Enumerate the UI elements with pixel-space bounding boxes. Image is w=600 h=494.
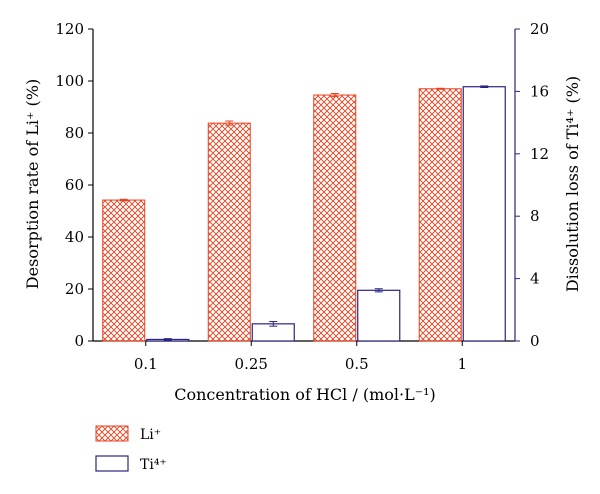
legend-label-ti: Ti⁴⁺ [140, 457, 167, 473]
li-bar [207, 122, 251, 342]
li-series-bars [102, 88, 462, 342]
right-tick-label: 8 [530, 207, 540, 225]
left-tick-label: 60 [65, 176, 84, 194]
li-error-bar [119, 198, 128, 202]
li-bar [102, 199, 146, 342]
right-tick-label: 4 [530, 270, 540, 288]
left-tick-label: 80 [65, 124, 84, 142]
x-axis-ticks: 0.1 0.25 0.5 1 [134, 341, 467, 373]
ti-error-bar [269, 321, 278, 327]
x-axis-label: Concentration of HCl / (mol·L⁻¹) [174, 385, 436, 404]
left-axis-ticks: 0 20 40 60 80 100 120 [55, 20, 93, 350]
li-error-bar [436, 87, 445, 90]
right-axis-ticks: 0 4 8 12 16 20 [515, 20, 549, 350]
x-tick-label: 0.5 [345, 355, 369, 373]
li-error-bar [225, 120, 234, 126]
right-y-axis-label: Dissolution loss of Ti⁴⁺ (%) [563, 76, 582, 292]
x-tick-label: 0.1 [134, 355, 158, 373]
x-tick-label: 0.25 [235, 355, 268, 373]
left-tick-label: 20 [65, 280, 84, 298]
right-tick-label: 16 [530, 82, 549, 100]
left-y-axis-label: Desorption rate of Li⁺ (%) [23, 79, 42, 289]
right-tick-label: 20 [530, 20, 549, 38]
li-bar [418, 88, 462, 342]
legend-label-li: Li⁺ [140, 427, 161, 443]
ti-bar [357, 289, 401, 342]
legend: Li⁺ Ti⁴⁺ [95, 425, 167, 473]
left-tick-label: 0 [74, 332, 84, 350]
legend-swatch-li [95, 425, 129, 442]
ti-error-bar [374, 288, 383, 293]
li-bar [313, 94, 357, 342]
left-tick-label: 40 [65, 228, 84, 246]
ti-error-bar [480, 85, 489, 88]
right-tick-label: 12 [530, 145, 549, 163]
ti-bar [462, 86, 506, 342]
li-error-bar [330, 92, 339, 98]
left-tick-label: 100 [55, 72, 84, 90]
left-tick-label: 120 [55, 20, 84, 38]
error-bars [119, 85, 489, 341]
ti-series-bars [146, 86, 506, 342]
legend-swatch-ti [95, 455, 129, 472]
right-tick-label: 0 [530, 332, 540, 350]
x-tick-label: 1 [457, 355, 467, 373]
ti-error-bar [163, 338, 172, 341]
